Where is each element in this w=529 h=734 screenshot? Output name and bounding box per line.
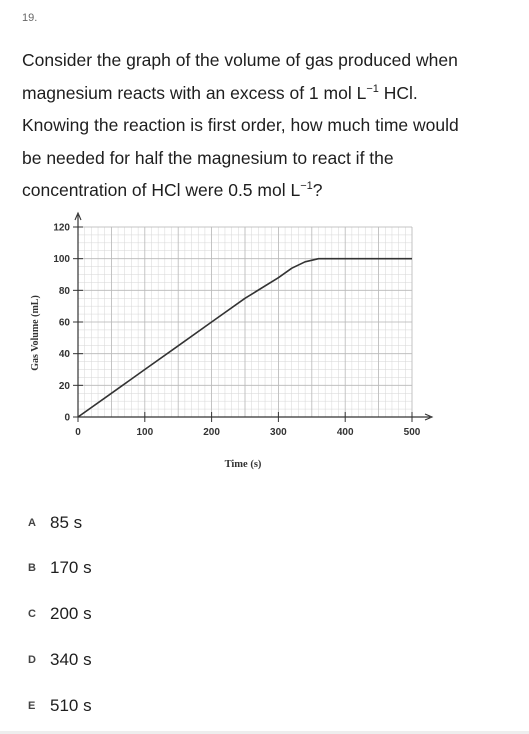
y-tick-label: 120 <box>53 223 70 234</box>
question-number: 19. <box>22 12 38 24</box>
choice-c[interactable]: C 200 s <box>28 602 92 626</box>
x-tick-label: 200 <box>203 427 220 438</box>
x-tick-label: 400 <box>337 427 354 438</box>
choice-text: 170 s <box>50 558 92 577</box>
question-line-5: concentration of HCl were 0.5 mol L−1? <box>22 180 323 201</box>
y-tick-label: 100 <box>53 254 70 265</box>
y-tick-label: 20 <box>59 381 71 392</box>
gas-volume-chart: 0 20 40 60 80 100 120 0 100 200 300 400 500 Gas Volu… <box>0 205 529 480</box>
choice-letter: D <box>28 654 36 666</box>
choice-d[interactable]: D 340 s <box>28 648 92 672</box>
choice-a[interactable]: A 85 s <box>28 511 82 535</box>
choice-text: 200 s <box>50 604 92 623</box>
choice-text: 510 s <box>50 696 92 715</box>
question-line-3: Knowing the reaction is first order, how… <box>22 115 459 136</box>
y-tick-label: 0 <box>64 413 70 424</box>
bottom-divider <box>0 731 529 734</box>
y-axis-label: Gas Volume (mL) <box>30 295 41 371</box>
y-tick-label: 80 <box>59 286 71 297</box>
choice-e[interactable]: E 510 s <box>28 694 92 718</box>
chart-grid-major <box>77 226 413 418</box>
x-axis-arrow <box>424 413 434 421</box>
x-tick-label: 300 <box>270 427 287 438</box>
chart-series <box>77 257 412 418</box>
question-line-2: magnesium reacts with an excess of 1 mol… <box>22 82 418 103</box>
series-line <box>77 257 412 418</box>
y-tick-label: 60 <box>59 318 71 329</box>
x-axis-label: Time (s) <box>225 459 262 470</box>
choice-letter: A <box>28 517 36 529</box>
question-line-1: Consider the graph of the volume of gas … <box>22 50 458 70</box>
x-tick-label: 0 <box>75 427 81 438</box>
choice-text: 85 s <box>50 513 83 532</box>
y-tick-label: 40 <box>59 349 71 360</box>
choice-b[interactable]: B 170 s <box>28 556 92 580</box>
choice-letter: C <box>28 608 36 620</box>
choice-text: 340 s <box>50 650 92 669</box>
choice-letter: E <box>28 700 36 712</box>
chart-ticks: 0 20 40 60 80 100 120 0 100 200 300 400 500 <box>53 223 420 439</box>
chart-svg: 0 20 40 60 80 100 120 0 100 200 300 400 500 Gas Volu… <box>30 211 434 470</box>
question-line-4: be needed for half the magnesium to reac… <box>22 147 394 168</box>
chart-axes <box>74 211 434 421</box>
x-tick-label: 500 <box>404 427 421 438</box>
y-axis-arrow <box>74 211 82 221</box>
choice-letter: B <box>28 562 36 574</box>
question-text: Consider the graph of the volume of gas … <box>22 44 517 207</box>
x-tick-label: 100 <box>136 427 153 438</box>
